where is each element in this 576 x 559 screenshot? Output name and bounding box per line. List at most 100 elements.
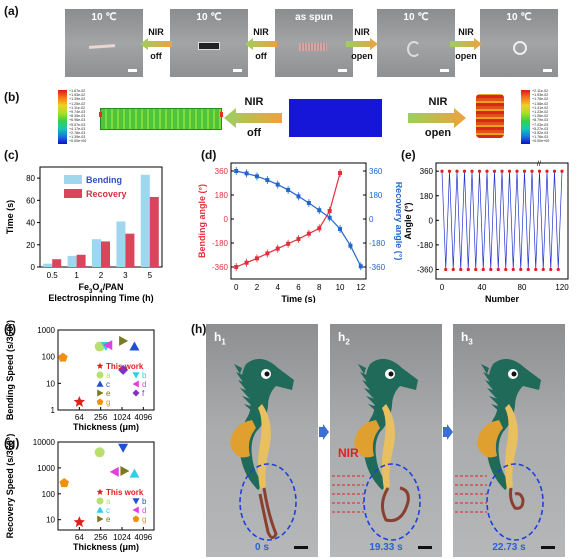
colorbar-tick: +1.11e-02 xyxy=(69,105,86,110)
seahorse-spike xyxy=(358,364,366,374)
point-e xyxy=(447,169,452,173)
xtick-c: 1 xyxy=(74,271,79,280)
point-d-recovery xyxy=(265,178,270,183)
point-e xyxy=(504,267,508,272)
point-e xyxy=(556,267,560,272)
chart-d: 360 360 180 180 0 0 -180 -180 -360 -360 0 2 4 6 8 10 12 T… xyxy=(197,162,402,303)
ytick-d-right: 0 xyxy=(369,215,374,224)
ytick-c: 60 xyxy=(26,196,35,205)
point-e xyxy=(507,169,512,173)
point-d-recovery xyxy=(358,264,363,269)
point-e xyxy=(455,169,459,173)
point-d-recovery xyxy=(317,208,322,213)
seahorse-spike xyxy=(362,380,372,390)
axis-break-e: // xyxy=(537,161,541,168)
colorbar-right-labels: +2.11e-02 +1.93e-02 +1.76e-02 +1.58e-02 +1.4… xyxy=(532,89,549,144)
seahorse-spike xyxy=(240,388,251,398)
point-d-bending xyxy=(254,256,259,261)
line-cycles xyxy=(441,171,563,270)
photo-h-2: h2 19.33 s NIR xyxy=(330,324,442,557)
point-d-recovery xyxy=(338,227,343,231)
bar-bending xyxy=(116,221,126,267)
colorbar-tick: +2.11e-02 xyxy=(532,89,549,93)
panel-label-f: (f) xyxy=(4,322,16,336)
legend-label-f: g xyxy=(106,398,110,407)
legend-label-g: a xyxy=(106,497,111,506)
point-d-recovery xyxy=(244,171,249,176)
colorbar-tick: +1.93e-02 xyxy=(532,93,549,98)
seahorse-head xyxy=(239,358,294,490)
seahorse-figure xyxy=(230,358,297,541)
point-e xyxy=(474,267,478,272)
ytick-e: 360 xyxy=(420,167,434,176)
xtick-d: 8 xyxy=(317,283,322,292)
colorbar-tick: +8.79e-03 xyxy=(532,118,549,123)
xtick-d: 6 xyxy=(296,283,301,292)
legend-marker-f xyxy=(96,380,104,387)
ytick-g: 10000 xyxy=(33,438,56,447)
ytick-c: 0 xyxy=(31,263,36,272)
colorbar-tick: +0.00e+00 xyxy=(532,139,550,144)
seahorse-spike xyxy=(244,404,257,414)
xtick-f: 256 xyxy=(94,413,108,422)
colorbar-tick: +2.78e-03 xyxy=(69,131,86,136)
point-d-bending xyxy=(317,226,322,231)
xtick-d: 2 xyxy=(255,283,260,292)
scale-bar xyxy=(418,546,432,549)
nir-label-h: NIR xyxy=(338,446,359,460)
legend-marker-g xyxy=(96,506,104,513)
chart-e: 360 180 0 -180 -360 0 40 80 120 // Number Angle (°) xyxy=(403,161,569,303)
point-e xyxy=(466,267,470,272)
legend-swatch-c xyxy=(64,175,82,184)
legend-label-f: f xyxy=(142,389,145,398)
point-d-bending xyxy=(244,260,249,265)
point-e xyxy=(440,169,444,173)
photo-a-label: 10 ℃ xyxy=(91,12,117,23)
colorbar-tick: +0.00e+00 xyxy=(69,139,87,144)
seahorse-spike xyxy=(364,388,375,398)
bar-recovery xyxy=(76,254,86,267)
arrow-a-line1: NIR xyxy=(148,27,164,37)
bar-recovery xyxy=(149,197,159,267)
point-d-recovery xyxy=(306,201,311,205)
legend-label-g: This work xyxy=(106,488,144,497)
point-d-recovery xyxy=(234,169,239,173)
point-e xyxy=(492,169,497,173)
point-e xyxy=(444,267,448,272)
panel-label-d: (d) xyxy=(201,148,217,162)
ytick-c: 20 xyxy=(26,241,35,250)
bar-bending xyxy=(140,174,150,267)
colorbar-tick: +6.96e-03 xyxy=(69,118,86,123)
colorbar-tick: +1.39e-02 xyxy=(69,97,86,102)
xtick-f: 64 xyxy=(75,413,84,422)
colorbar-tick: +1.76e-03 xyxy=(532,135,549,140)
point-e xyxy=(534,267,538,272)
photo-a-2: 10 ℃ xyxy=(170,9,248,77)
seahorse-spike xyxy=(491,404,504,414)
point-f-g xyxy=(58,352,68,362)
specimen xyxy=(407,41,421,57)
point-f-this-work xyxy=(73,395,86,407)
point-e xyxy=(526,267,530,272)
arrow-a-line1: NIR xyxy=(253,27,269,37)
xtick-g: 4096 xyxy=(134,533,152,542)
xtick-e: 0 xyxy=(440,283,445,292)
ytick-e: -180 xyxy=(417,241,434,250)
seahorse-spike xyxy=(234,364,242,374)
point-g-e xyxy=(120,465,130,476)
point-g-d xyxy=(109,466,119,477)
point-f-e xyxy=(119,335,129,346)
arrow-a-line2: off xyxy=(150,51,162,61)
colorbar-tick: +5.27e-03 xyxy=(532,126,549,131)
ylabel-e: Angle (°) xyxy=(403,202,413,239)
seahorse-spike xyxy=(238,380,248,390)
point-d-bending xyxy=(327,209,332,213)
legend-label-f: c xyxy=(106,380,110,389)
point-e xyxy=(560,169,564,173)
specimen xyxy=(513,41,527,55)
scale-bar xyxy=(233,69,242,72)
scale-bar xyxy=(338,69,347,72)
legend-swatch-c xyxy=(64,189,82,198)
ytick-f: 10 xyxy=(46,379,55,388)
